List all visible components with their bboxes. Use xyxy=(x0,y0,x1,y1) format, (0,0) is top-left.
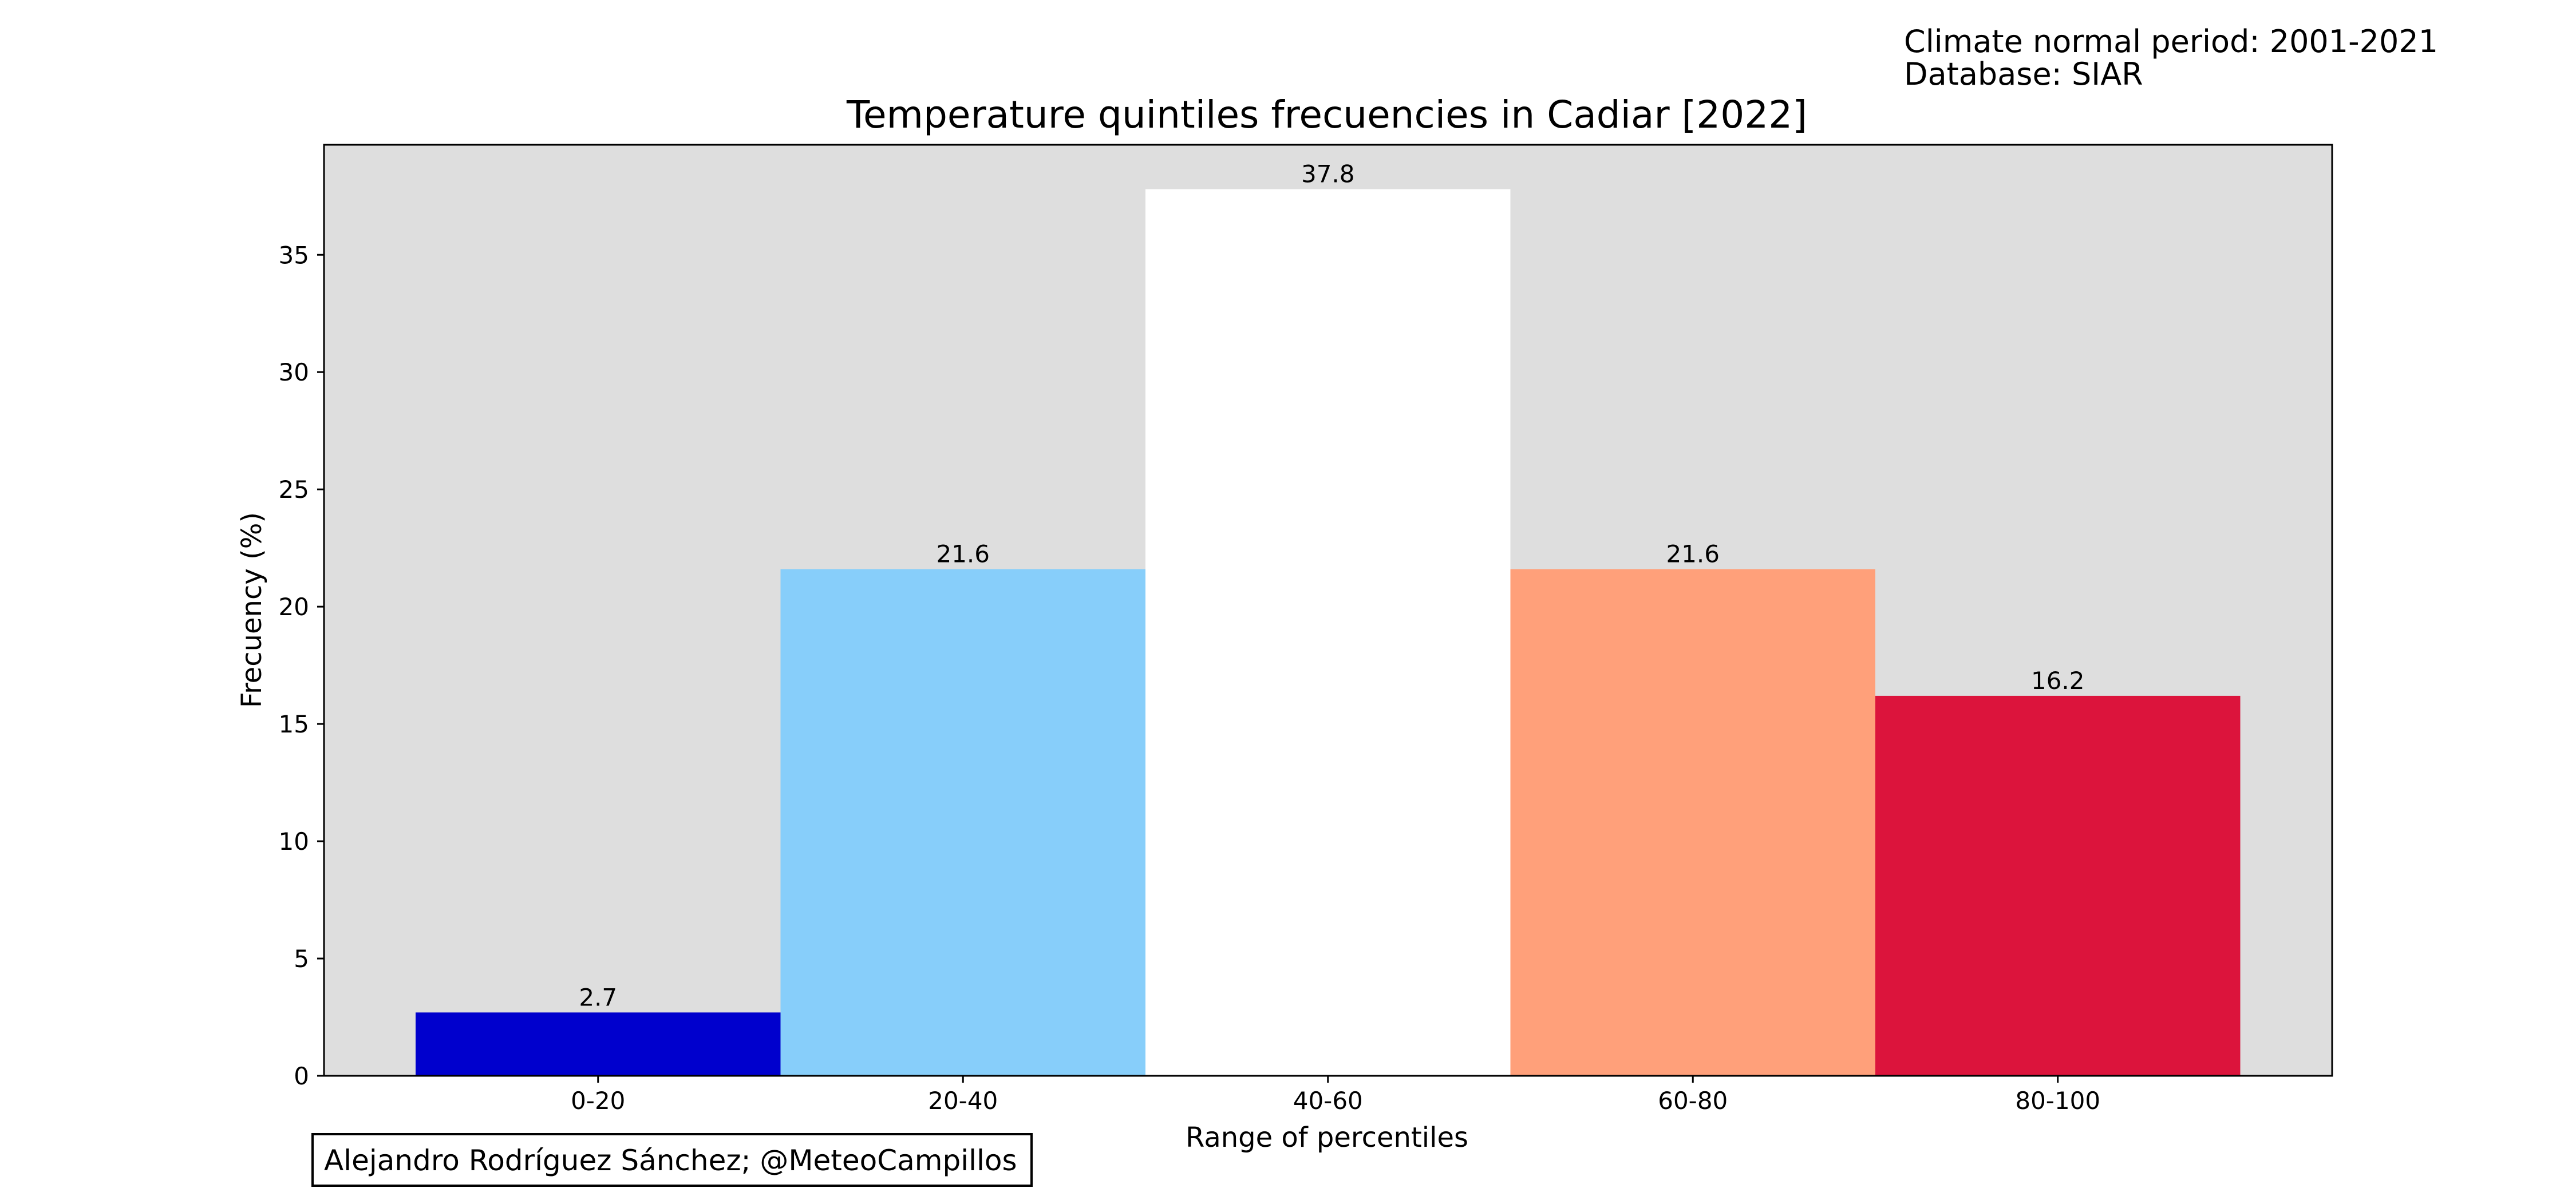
header-note-database: Database: SIAR xyxy=(1904,56,2143,92)
y-tick-label-25: 25 xyxy=(279,476,309,504)
y-axis-label: Frecuency (%) xyxy=(236,512,268,708)
bar-0-20 xyxy=(416,1012,781,1076)
credit-box xyxy=(311,1133,1033,1187)
header-note-period: Climate normal period: 2001-2021 xyxy=(1904,23,2438,60)
value-label-20-40: 21.6 xyxy=(936,540,990,568)
x-axis: 0-20 20-40 40-60 60-80 80-100 xyxy=(571,1076,2100,1115)
value-label-80-100: 16.2 xyxy=(2031,667,2085,695)
y-tick-label-35: 35 xyxy=(279,241,309,269)
y-tick-label-5: 5 xyxy=(294,945,309,973)
x-tick-label-40-60: 40-60 xyxy=(1293,1087,1363,1115)
bar-60-80 xyxy=(1510,569,1875,1076)
x-tick-label-80-100: 80-100 xyxy=(2015,1087,2100,1115)
value-label-40-60: 37.8 xyxy=(1301,160,1355,188)
bar-20-40 xyxy=(780,569,1145,1076)
y-axis: 0 5 10 15 20 25 30 35 xyxy=(279,241,324,1090)
y-tick-label-0: 0 xyxy=(294,1062,309,1090)
bar-80-100 xyxy=(1875,695,2241,1076)
value-label-60-80: 21.6 xyxy=(1666,540,1720,568)
credit-text: Alejandro Rodríguez Sánchez; @MeteoCampi… xyxy=(324,1144,1017,1177)
y-tick-label-20: 20 xyxy=(279,593,309,621)
y-tick-label-10: 10 xyxy=(279,827,309,856)
y-tick-label-30: 30 xyxy=(279,358,309,386)
value-labels-layer: 2.7 21.6 37.8 21.6 16.2 xyxy=(579,160,2084,1011)
x-tick-label-0-20: 0-20 xyxy=(571,1087,625,1115)
value-label-0-20: 2.7 xyxy=(579,983,617,1011)
x-tick-label-60-80: 60-80 xyxy=(1658,1087,1728,1115)
bars-layer xyxy=(416,189,2241,1076)
y-tick-label-15: 15 xyxy=(279,710,309,738)
x-tick-label-20-40: 20-40 xyxy=(928,1087,998,1115)
chart-title: Temperature quintiles frecuencies in Cad… xyxy=(846,93,1807,137)
bar-40-60 xyxy=(1145,189,1511,1076)
x-axis-label: Range of percentiles xyxy=(1186,1122,1468,1154)
